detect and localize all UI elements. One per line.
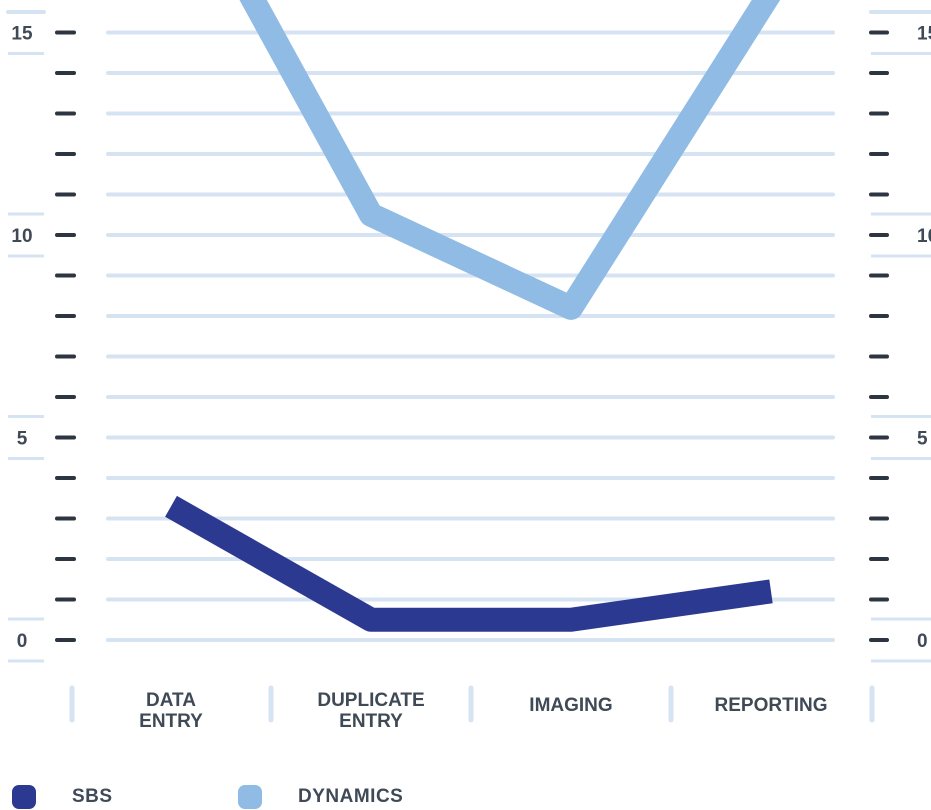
category-separators	[69, 685, 875, 723]
y-tick-label-right: 10	[917, 226, 931, 247]
y-axis-left: 0 5 10 15	[6, 10, 76, 663]
y-tick-label-left: 10	[11, 226, 32, 247]
series-line-sbs	[165, 495, 773, 632]
data-point-dynamics	[370, 214, 372, 216]
y-tick-label-right: 0	[917, 631, 928, 652]
data-point-sbs	[170, 505, 172, 507]
x-category-label: DUPLICATE ENTRY	[317, 690, 424, 732]
y-tick-label-right: 5	[917, 429, 928, 450]
series-line-dynamics	[239, 0, 781, 320]
legend-label-dynamics: DYNAMICS	[298, 786, 404, 807]
y-tick-label-left: 15	[11, 24, 33, 45]
legend-label-sbs: SBS	[72, 786, 113, 807]
gridlines	[106, 30, 835, 642]
legend-item-sbs: SBS	[12, 784, 113, 810]
data-point-sbs	[770, 590, 772, 592]
y-tick-label-left: 0	[17, 631, 28, 652]
sbs-swatch	[12, 785, 36, 809]
data-point-sbs	[370, 619, 372, 621]
legend-item-dynamics: DYNAMICS	[238, 784, 403, 810]
y-axis-right: 0 5 10 15	[869, 10, 931, 663]
x-category-label: REPORTING	[715, 695, 828, 716]
x-category-label: DATA ENTRY	[139, 690, 203, 732]
x-axis-categories: DATA ENTRY DUPLICATE ENTRY IMAGING REPORTING	[139, 690, 827, 732]
y-tick-label-left: 5	[17, 429, 28, 450]
y-tick-label-right: 15	[917, 24, 931, 45]
series-lines	[165, 0, 781, 632]
data-point-dynamics	[570, 307, 572, 309]
dynamics-swatch	[238, 785, 262, 809]
x-category-label: IMAGING	[529, 695, 612, 716]
data-point-sbs	[570, 619, 572, 621]
